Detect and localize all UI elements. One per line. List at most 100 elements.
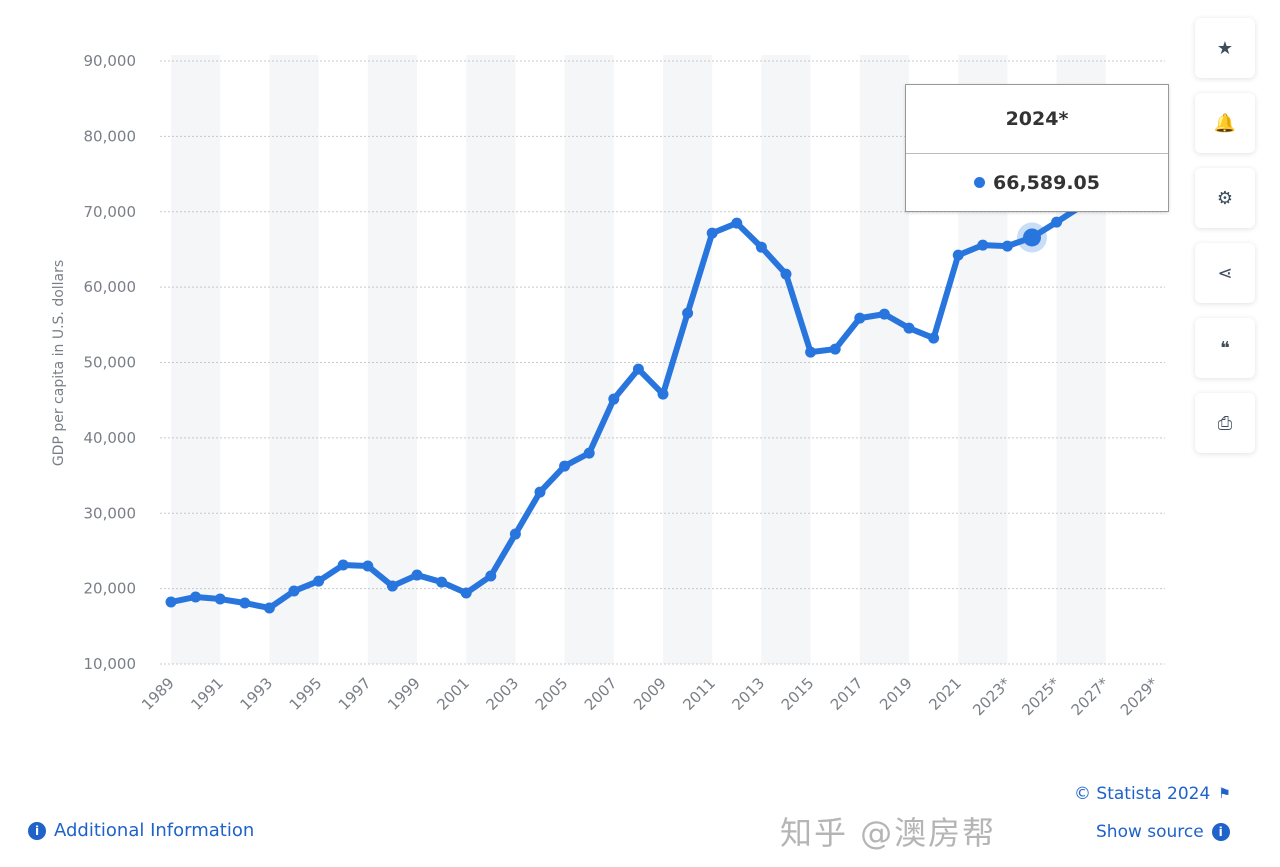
data-point[interactable] (608, 393, 620, 405)
x-tick-label: 2005 (532, 674, 572, 714)
x-tick-label: 1997 (335, 674, 375, 714)
data-point[interactable] (657, 388, 669, 400)
x-tick-label: 2013 (728, 674, 768, 714)
data-point[interactable] (706, 227, 718, 239)
printer-icon: ⎙ (1217, 412, 1233, 434)
data-point[interactable] (485, 570, 497, 582)
data-point[interactable] (878, 308, 890, 320)
show-source-label: Show source (1096, 822, 1204, 842)
y-tick-label: 10,000 (84, 655, 137, 673)
series-dot-icon (974, 177, 985, 188)
data-point[interactable] (829, 343, 841, 355)
data-point[interactable] (755, 241, 767, 253)
x-tick-label: 2011 (679, 674, 719, 714)
x-tick-label: 1999 (384, 674, 424, 714)
tooltip: 2024* 66,589.05 (905, 84, 1169, 212)
x-tick-label: 2021 (925, 674, 965, 714)
quote-icon: ❝ (1220, 337, 1230, 359)
data-point[interactable] (436, 576, 448, 588)
data-point[interactable] (239, 597, 251, 609)
x-tick-label: 2017 (827, 674, 867, 714)
tooltip-year: 2024* (906, 85, 1168, 154)
x-tick-label: 2029* (1117, 674, 1162, 719)
data-point[interactable] (362, 560, 374, 572)
favorite-button[interactable]: ★ (1195, 18, 1255, 78)
share-icon: ⋖ (1217, 262, 1233, 284)
x-tick-label: 2019 (876, 674, 916, 714)
y-tick-label: 60,000 (84, 278, 137, 296)
column-band (761, 55, 811, 664)
column-band (269, 55, 319, 664)
data-point[interactable] (682, 307, 694, 319)
tooltip-value: 66,589.05 (993, 171, 1100, 194)
y-tick-label: 40,000 (84, 429, 137, 447)
data-point[interactable] (805, 346, 817, 358)
data-point[interactable] (460, 587, 472, 599)
data-point[interactable] (559, 460, 571, 472)
copyright-label: © Statista 2024 (1074, 784, 1211, 804)
gear-icon: ⚙ (1216, 187, 1234, 209)
info-icon: i (28, 821, 46, 840)
y-axis-label: GDP per capita in U.S. dollars (51, 260, 67, 466)
x-tick-label: 2027* (1068, 674, 1113, 719)
y-tick-label: 50,000 (84, 354, 137, 372)
cite-button[interactable]: ❝ (1195, 318, 1255, 378)
data-point[interactable] (386, 580, 398, 592)
data-point[interactable] (780, 268, 792, 280)
data-point[interactable] (509, 528, 521, 540)
additional-information-link[interactable]: i Additional Information (28, 820, 254, 841)
data-point[interactable] (313, 575, 325, 587)
column-band (367, 55, 417, 664)
print-button[interactable]: ⎙ (1195, 393, 1255, 453)
bell-icon: 🔔 (1213, 112, 1237, 134)
notification-button[interactable]: 🔔 (1195, 93, 1255, 153)
data-point[interactable] (534, 486, 546, 498)
data-point[interactable] (928, 332, 940, 344)
flag-icon: ⚑ (1218, 786, 1231, 802)
data-point[interactable] (854, 312, 866, 324)
data-point[interactable] (214, 593, 226, 605)
additional-information-label: Additional Information (54, 820, 255, 841)
x-tick-label: 2009 (630, 674, 670, 714)
y-tick-label: 30,000 (84, 504, 137, 522)
x-tick-label: 1989 (138, 674, 178, 714)
x-tick-label: 2007 (581, 674, 621, 714)
settings-button[interactable]: ⚙ (1195, 168, 1255, 228)
data-point[interactable] (977, 239, 989, 251)
y-tick-label: 90,000 (84, 52, 137, 70)
show-source-link[interactable]: Show source i (1096, 822, 1230, 842)
data-point[interactable] (903, 322, 915, 334)
y-tick-label: 20,000 (84, 580, 137, 598)
statista-copyright-link[interactable]: © Statista 2024 ⚑ (1074, 784, 1231, 804)
highlight-point[interactable] (1023, 228, 1041, 247)
x-tick-label: 2023* (969, 674, 1014, 719)
share-button[interactable]: ⋖ (1195, 243, 1255, 303)
x-tick-label: 1993 (236, 674, 276, 714)
data-point[interactable] (952, 249, 964, 261)
data-point[interactable] (263, 602, 275, 614)
data-point[interactable] (1001, 240, 1013, 252)
data-point[interactable] (583, 447, 595, 459)
data-point[interactable] (411, 569, 423, 581)
info-icon: i (1211, 823, 1230, 841)
column-band (564, 55, 614, 664)
data-point[interactable] (288, 585, 300, 597)
y-tick-label: 70,000 (84, 203, 137, 221)
data-point[interactable] (165, 596, 177, 608)
x-tick-label: 2001 (433, 674, 473, 714)
data-point[interactable] (731, 217, 743, 229)
x-tick-label: 2015 (778, 674, 818, 714)
x-tick-label: 1995 (286, 674, 326, 714)
data-point[interactable] (337, 559, 349, 571)
x-tick-label: 1991 (187, 674, 227, 714)
data-point[interactable] (190, 591, 202, 603)
data-point[interactable] (1051, 216, 1063, 228)
line-chart: 10,000 20,000 30,000 40,000 50,000 60,000 70,0… (51, 52, 1165, 719)
x-tick-label: 2003 (482, 674, 522, 714)
data-point[interactable] (632, 363, 644, 375)
x-tick-label: 2025* (1018, 674, 1063, 719)
star-icon: ★ (1216, 37, 1234, 59)
watermark: 知乎 @澳房帮 (780, 814, 997, 852)
column-band (859, 55, 909, 664)
y-tick-label: 80,000 (84, 127, 137, 145)
